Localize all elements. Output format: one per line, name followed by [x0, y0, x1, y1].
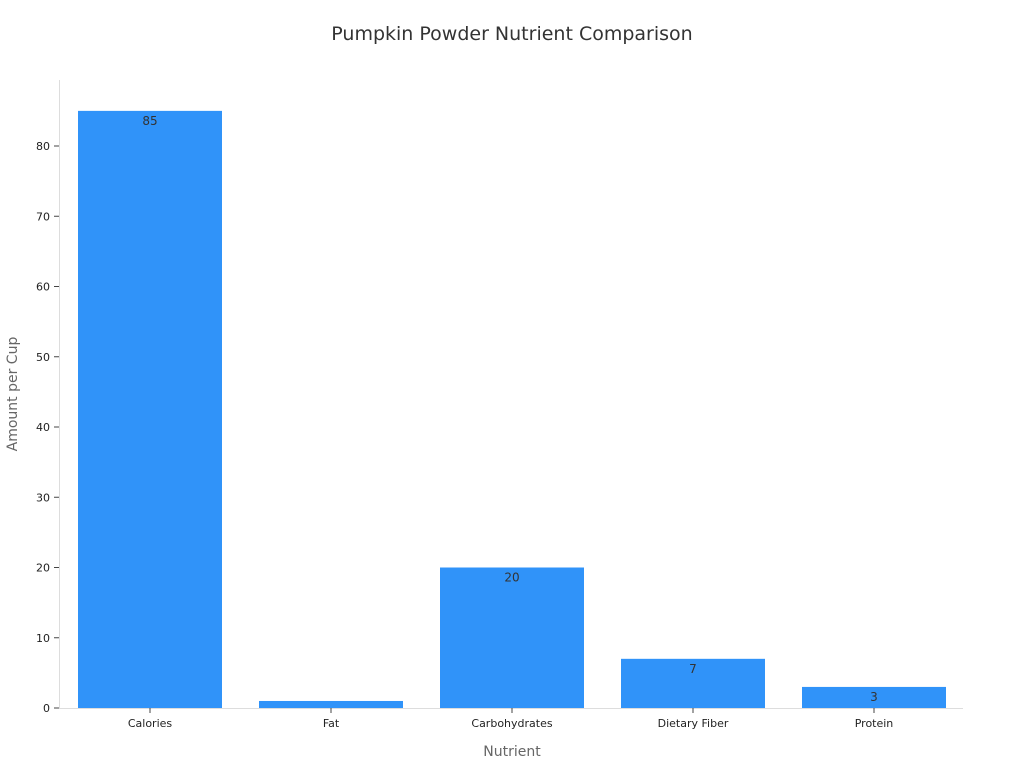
data-label: 20 — [504, 571, 519, 585]
y-tick-label: 70 — [36, 210, 50, 223]
chart-title: Pumpkin Powder Nutrient Comparison — [331, 23, 692, 45]
x-tick-label: Dietary Fiber — [658, 717, 729, 730]
y-tick-label: 50 — [36, 351, 50, 364]
x-axis-label: Nutrient — [483, 744, 541, 760]
y-tick-label: 30 — [36, 491, 50, 504]
y-tick-label: 10 — [36, 632, 50, 645]
data-label: 7 — [689, 662, 697, 676]
bar — [802, 686, 946, 708]
y-tick-label: 80 — [36, 140, 50, 153]
data-label: 3 — [870, 690, 878, 704]
y-tick-label: 20 — [36, 562, 50, 575]
y-axis-label: Amount per Cup — [5, 337, 21, 452]
x-tick-label: Fat — [323, 717, 340, 730]
data-label: 85 — [142, 114, 157, 128]
x-tick-label: Calories — [128, 717, 173, 730]
y-tick-label: 0 — [43, 702, 50, 715]
x-tick-label: Protein — [855, 717, 894, 730]
bar — [259, 700, 403, 708]
bar — [440, 567, 584, 708]
bar — [78, 110, 222, 708]
y-tick-label: 40 — [36, 421, 50, 434]
x-tick-label: Carbohydrates — [471, 717, 552, 730]
y-tick-label: 60 — [36, 281, 50, 294]
bar — [621, 658, 765, 708]
